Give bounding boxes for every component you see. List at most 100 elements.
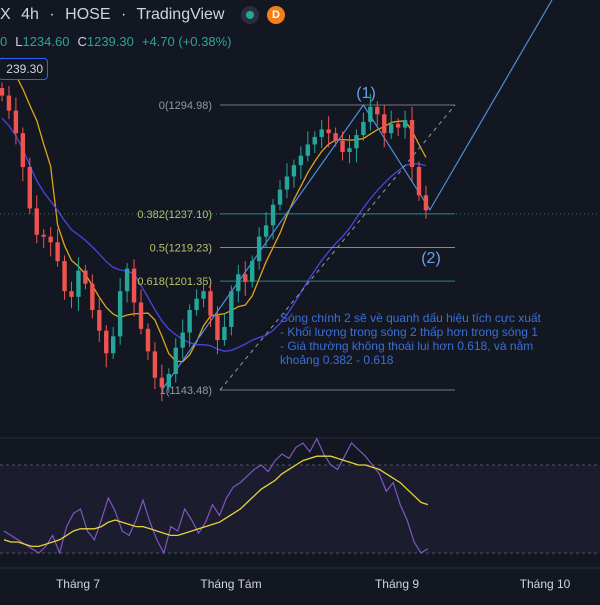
market-status-icon[interactable] (240, 6, 259, 24)
ohlc-low-value: 1234.60 (22, 34, 70, 49)
moving-average-blue (1, 117, 427, 352)
candle-body (298, 155, 304, 166)
candle-body (222, 326, 227, 341)
candle-body (340, 140, 345, 152)
candle-body (90, 283, 95, 311)
candle-body (180, 332, 185, 348)
candle-body (326, 129, 331, 134)
fib-level-label: 1(1143.48) (160, 385, 212, 397)
annotation-text-line: - Giá thường không thoái lui hơn 0.618, … (280, 338, 533, 353)
candle-body (409, 120, 415, 168)
candle-body (48, 236, 53, 243)
wave-label-1: (1) (356, 85, 376, 102)
annotation-text-line: - Khối lượng trong sóng 2 thấp hơn trong… (280, 325, 538, 339)
rsi-band (0, 465, 600, 553)
candle-body (62, 261, 67, 292)
candle-body (69, 291, 74, 297)
fib-level-label: 0(1294.98) (159, 100, 212, 112)
chart-header: X 4h · HOSE · TradingView D (0, 6, 291, 24)
x-tick-label: Tháng 10 (520, 577, 571, 591)
exchange-label: HOSE (65, 6, 111, 24)
candle-body (256, 236, 262, 262)
symbol-name[interactable]: X (0, 6, 11, 24)
candle-body (368, 106, 373, 122)
ohlc-low-label: L (15, 34, 23, 49)
candle-body (138, 302, 144, 329)
elliott-wave-path (161, 0, 553, 391)
candle-body (111, 336, 116, 354)
candle-body (229, 291, 234, 327)
fib-level-label: 0.382(1237.10) (137, 209, 212, 221)
candle-body (97, 310, 102, 331)
annotation-text-line: khoảng 0.382 - 0.618 (280, 353, 394, 367)
candle-body (354, 135, 359, 149)
candle-body (291, 165, 297, 177)
interval-label[interactable]: 4h (21, 6, 39, 24)
candle-body (124, 268, 130, 292)
candle-body (270, 204, 276, 226)
candle-body (173, 347, 178, 374)
ohlc-change: +4.70 (+0.38%) (141, 34, 232, 49)
candle-body (201, 291, 206, 299)
annotation-text-line: Sóng chính 2 sẽ về quanh dấu hiệu tích c… (280, 311, 542, 325)
candle-body (416, 167, 422, 196)
header-separator: · (120, 6, 127, 24)
x-tick-label: Tháng Tám (200, 577, 261, 591)
candle-body (250, 261, 255, 282)
candle-body (159, 377, 165, 388)
candle-body (395, 123, 401, 128)
candle-body (34, 208, 39, 235)
candle-body (6, 95, 12, 111)
candle-body (187, 310, 192, 333)
candle-body (152, 351, 158, 378)
candle-body (382, 114, 387, 134)
candle-body (194, 298, 199, 311)
candle-body (76, 270, 81, 297)
candle-body (333, 133, 338, 141)
candle-body (145, 328, 151, 352)
ohlc-last-tail: 0 (0, 34, 8, 49)
candle-body (402, 120, 408, 128)
candle-body (312, 136, 317, 145)
candle-body (423, 195, 429, 211)
ohlc-close-value: 1239.30 (86, 34, 134, 49)
candle-body (305, 144, 310, 156)
candle-body (389, 123, 394, 134)
candle-body (55, 242, 60, 262)
candle-body (83, 270, 88, 284)
fib-level-label: 0.618(1201.35) (137, 276, 212, 288)
current-price-tag[interactable]: 239.30 (0, 58, 48, 80)
candle-body (0, 88, 5, 96)
candle-body (284, 176, 290, 190)
ohlc-close-label: C (77, 34, 87, 49)
candle-body (20, 133, 26, 168)
candle-body (277, 189, 283, 205)
ohlc-legend: 0 L1234.60 C1239.30 +4.70 (+0.38%) (0, 34, 239, 49)
candle-body (319, 129, 324, 137)
rsi-line (3, 437, 429, 555)
wave-label-2: (2) (421, 250, 441, 267)
candle-body (166, 373, 171, 388)
candle-body (236, 274, 241, 292)
candle-body (375, 106, 380, 115)
candle-body (215, 315, 220, 341)
data-delay-badge[interactable]: D (266, 6, 285, 24)
candle-body (208, 291, 213, 316)
x-tick-label: Tháng 7 (56, 577, 100, 591)
candle-body (243, 274, 248, 282)
candle-body (41, 234, 46, 237)
candle-body (104, 330, 109, 354)
header-separator: · (49, 6, 55, 24)
candle-body (263, 225, 269, 237)
fib-diagonal-line (219, 104, 456, 391)
candle-body (27, 167, 32, 209)
candle-body (131, 268, 137, 303)
candle-body (347, 148, 352, 152)
platform-label: TradingView (136, 6, 225, 24)
candle-body (117, 291, 123, 337)
rsi-ma-line (3, 455, 429, 548)
candle-body (361, 121, 366, 136)
candle-body (13, 110, 19, 134)
